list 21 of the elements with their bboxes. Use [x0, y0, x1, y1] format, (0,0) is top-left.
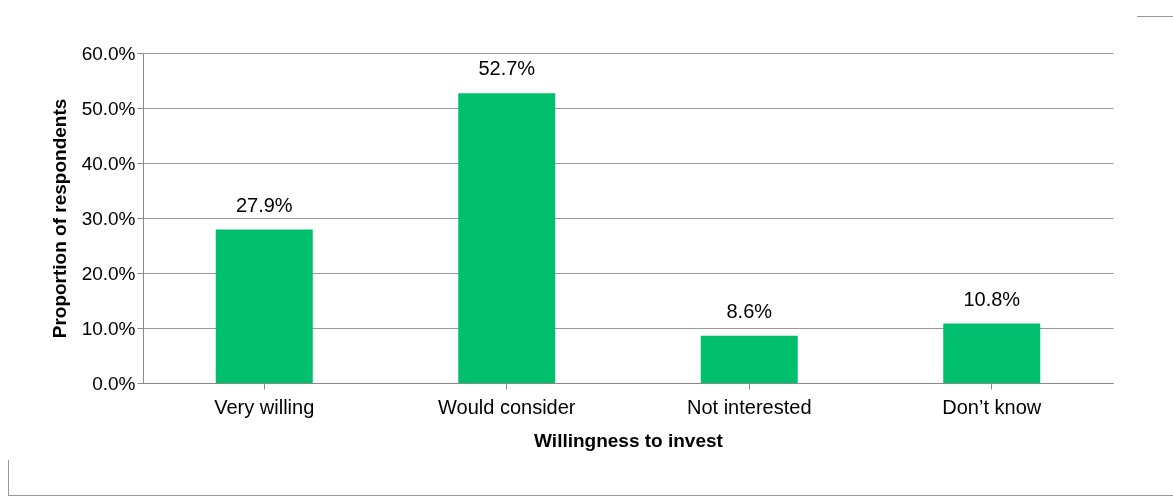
- y-tick-label: 50.0%: [81, 97, 136, 119]
- x-tick-label: Would consider: [438, 395, 576, 418]
- x-tick-label: Don’t know: [942, 395, 1042, 418]
- y-tick-label: 30.0%: [81, 207, 136, 229]
- x-tick-label: Very willing: [214, 395, 315, 418]
- y-tick-label: 10.0%: [81, 317, 136, 339]
- bar: [943, 323, 1041, 383]
- bar: [458, 93, 556, 383]
- bar: [700, 335, 798, 383]
- y-axis-title: Proportion of respondents: [48, 98, 70, 339]
- x-axis-title: Willingness to invest: [534, 429, 724, 451]
- y-tick-label: 20.0%: [81, 262, 136, 284]
- data-label: 52.7%: [478, 57, 536, 80]
- y-tick-label: 40.0%: [81, 152, 136, 174]
- bar: [215, 229, 313, 383]
- data-label: 8.6%: [726, 299, 773, 322]
- data-label: 27.9%: [235, 193, 293, 216]
- y-tick-label: 0.0%: [92, 372, 136, 394]
- y-tick-label: 60.0%: [81, 42, 136, 64]
- x-tick-label: Not interested: [686, 395, 812, 418]
- data-label: 10.8%: [963, 287, 1021, 310]
